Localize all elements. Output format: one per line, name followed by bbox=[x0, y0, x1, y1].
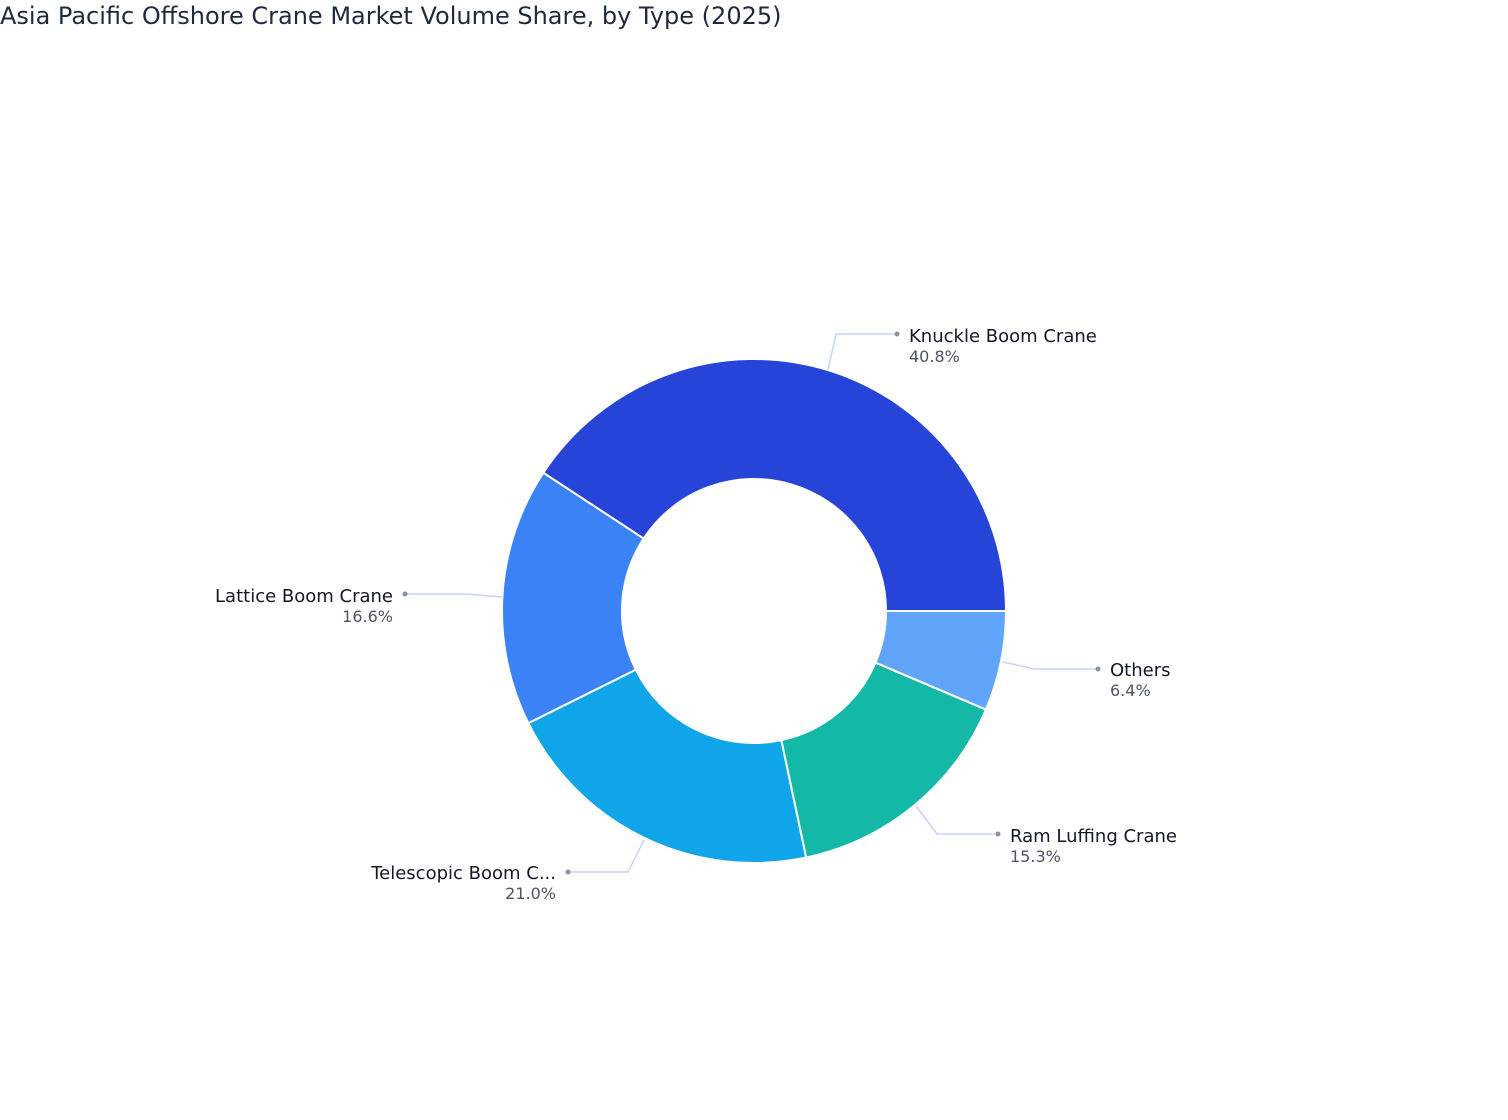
label-ram-luffing-crane: Ram Luffing Crane bbox=[1010, 826, 1177, 847]
leader-dot-knuckle-boom-crane bbox=[894, 331, 900, 337]
value-label-others: 6.4% bbox=[1110, 681, 1151, 700]
slice-others[interactable] bbox=[874, 610, 1008, 711]
label-others: Others bbox=[1110, 660, 1171, 681]
label-lattice-boom-crane: Lattice Boom Crane bbox=[215, 586, 393, 607]
leader-dot-telescopic-boom-crane bbox=[565, 869, 571, 875]
leader-line-ram-luffing-crane bbox=[915, 805, 998, 835]
leader-dot-others bbox=[1095, 666, 1101, 672]
value-label-telescopic-boom-crane: 21.0% bbox=[505, 884, 556, 903]
leader-line-lattice-boom-crane bbox=[405, 593, 503, 598]
label-knuckle-boom-crane: Knuckle Boom Crane bbox=[909, 326, 1097, 347]
leader-line-knuckle-boom-crane bbox=[827, 333, 897, 371]
value-label-knuckle-boom-crane: 40.8% bbox=[909, 347, 960, 366]
leader-dot-ram-luffing-crane bbox=[995, 831, 1001, 837]
slice-knuckle-boom-crane[interactable] bbox=[541, 358, 1008, 612]
leader-line-telescopic-boom-crane bbox=[568, 839, 645, 873]
label-telescopic-boom-crane: Telescopic Boom C... bbox=[370, 863, 556, 884]
slice-ram-luffing-crane[interactable] bbox=[780, 661, 988, 859]
value-label-lattice-boom-crane: 16.6% bbox=[342, 607, 393, 626]
leader-dot-lattice-boom-crane bbox=[402, 591, 408, 597]
value-label-ram-luffing-crane: 15.3% bbox=[1010, 847, 1061, 866]
slice-lattice-boom-crane[interactable] bbox=[501, 471, 646, 725]
leader-line-others bbox=[1002, 661, 1098, 670]
chart-title: Asia Pacific Offshore Crane Market Volum… bbox=[0, 2, 782, 30]
slice-telescopic-boom-crane[interactable] bbox=[527, 668, 808, 864]
